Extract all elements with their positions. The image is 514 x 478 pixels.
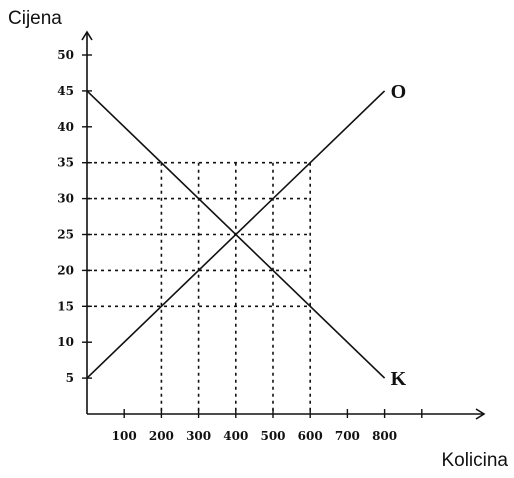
x-tick-label-800: 800 xyxy=(372,429,397,443)
y-tick-label-40: 40 xyxy=(57,120,74,134)
series-lines: OK xyxy=(86,81,407,390)
x-tick-label-600: 600 xyxy=(298,429,323,443)
series-line-K xyxy=(86,90,386,379)
y-tick-label-50: 50 xyxy=(57,48,74,62)
y-tick-label-45: 45 xyxy=(57,84,74,98)
y-tick-label-25: 25 xyxy=(57,228,74,242)
y-tick-label-20: 20 xyxy=(57,263,74,277)
series-label-K: K xyxy=(391,368,407,390)
y-tick-label-10: 10 xyxy=(57,335,74,349)
x-axis-label: Kolicina xyxy=(441,450,508,471)
axes xyxy=(81,30,486,420)
x-tick-label-400: 400 xyxy=(223,429,248,443)
y-axis-arrow xyxy=(81,30,93,41)
y-tick-label-30: 30 xyxy=(57,192,74,206)
y-tick-label-15: 15 xyxy=(57,299,74,313)
x-tick-label-100: 100 xyxy=(112,429,137,443)
y-axis-label: Cijena xyxy=(8,8,62,29)
labels: Cijena Kolicina xyxy=(8,8,508,471)
y-tick-label-5: 5 xyxy=(66,371,74,385)
series-label-O: O xyxy=(391,81,407,103)
x-tick-label-300: 300 xyxy=(186,429,211,443)
x-axis-arrow xyxy=(475,408,486,420)
ticks: 100 200 300 400 500 600 700 800 5 10 15 20 25 30 35 40 4… xyxy=(57,48,423,443)
x-tick-label-200: 200 xyxy=(149,429,174,443)
x-tick-label-700: 700 xyxy=(335,429,360,443)
guide-lines xyxy=(87,161,312,414)
y-tick-label-35: 35 xyxy=(57,156,74,170)
x-tick-label-500: 500 xyxy=(260,429,285,443)
